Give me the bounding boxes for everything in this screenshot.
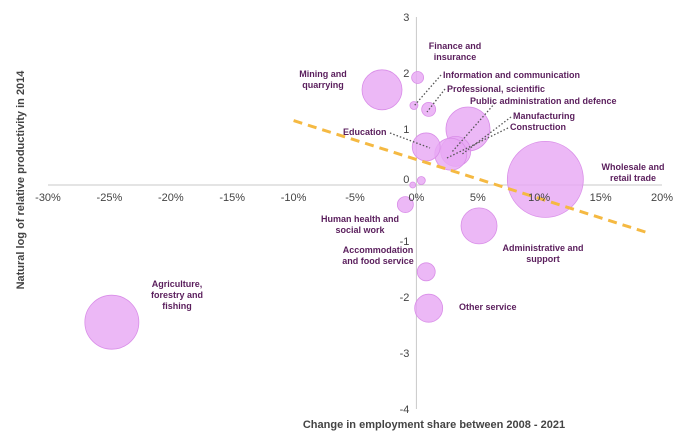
y-tick-label: -3: [400, 348, 410, 360]
bubble-label-human-health-and-social-work: Human health and social work: [321, 214, 399, 235]
tick-labels-group: -30% -25% -20% -15% -10% -5% 0% 5% 10% 15% 20% -4 -3…: [35, 12, 673, 416]
y-tick-label: 3: [403, 12, 409, 24]
trendline: [293, 119, 648, 235]
bubble-label-agriculture-forestry-and-fishing: Agriculture, forestry and fishing: [151, 279, 203, 311]
x-tick-label: 10%: [528, 192, 550, 204]
bubble-small-sector-near-origin: [416, 176, 426, 185]
x-tick-label: 5%: [470, 192, 486, 204]
bubble-label-finance-and-insurance: Finance and insurance: [429, 41, 482, 62]
bubble-information-and-communication: [409, 101, 419, 110]
bubble-label-information-and-communication: Information and communication: [443, 70, 580, 80]
bubble-administrative-and-support: [460, 207, 498, 245]
y-tick-label: -2: [400, 292, 410, 304]
bubble-label-professional-scientific: Professional, scientific: [447, 84, 545, 94]
leader-public-administration-and-defence: [451, 102, 496, 153]
bubble-professional-scientific: [421, 102, 437, 117]
x-tick-label: 20%: [651, 192, 673, 204]
trendline-group: [293, 119, 648, 235]
bubble-label-education: Education: [343, 127, 387, 137]
bubble-other-service: [414, 293, 444, 323]
bubbles-group: [84, 69, 584, 350]
x-tick-label: -15%: [219, 192, 245, 204]
leader-lines-group: [389, 74, 512, 159]
bubble-accommodation-and-food-service: [416, 262, 436, 282]
bubble-label-mining-and-quarrying: Mining and quarrying: [299, 69, 347, 90]
bubble-small-sector-near-origin-2: [409, 181, 417, 189]
leader-construction: [446, 127, 509, 159]
y-axis-title: Natural log of relative productivity in …: [15, 70, 27, 290]
bubble-wholesale-and-retail-trade: [506, 140, 584, 218]
bubble-label-wholesale-and-retail-trade: Wholesale and retail trade: [601, 162, 664, 183]
x-tick-label: -5%: [345, 192, 365, 204]
x-tick-label: 0%: [408, 192, 424, 204]
leader-professional-scientific: [426, 88, 446, 113]
leader-education: [389, 132, 431, 149]
y-tick-label: -4: [400, 404, 410, 416]
bubble-label-manufacturing: Manufacturing: [513, 111, 575, 121]
bubble-label-other-service: Other service: [459, 302, 517, 312]
y-tick-label: 2: [403, 68, 409, 80]
x-tick-label: 15%: [590, 192, 612, 204]
bubble-mining-and-quarrying: [361, 69, 403, 111]
bubble-finance-and-insurance: [411, 71, 425, 84]
x-tick-label: -30%: [35, 192, 61, 204]
bubble-label-administrative-and-support: Administrative and support: [502, 243, 583, 264]
bubble-label-accommodation-and-food-service: Accommodation and food service: [342, 245, 414, 266]
x-axis-title: Change in employment share between 2008 …: [303, 419, 565, 431]
x-tick-label: -25%: [97, 192, 123, 204]
bubble-labels-group: Agriculture, forestry and fishing Mining an…: [151, 41, 665, 312]
y-tick-label: 1: [403, 124, 409, 136]
bubble-human-health-and-social-work: [396, 196, 414, 214]
y-tick-label: 0: [403, 174, 409, 186]
bubble-label-public-administration-and-defence: Public administration and defence: [470, 96, 617, 106]
x-tick-label: -10%: [281, 192, 307, 204]
y-tick-label: -1: [400, 236, 410, 248]
x-tick-label: -20%: [158, 192, 184, 204]
bubble-agriculture-forestry-and-fishing: [84, 294, 140, 350]
bubble-label-construction: Construction: [510, 122, 566, 132]
